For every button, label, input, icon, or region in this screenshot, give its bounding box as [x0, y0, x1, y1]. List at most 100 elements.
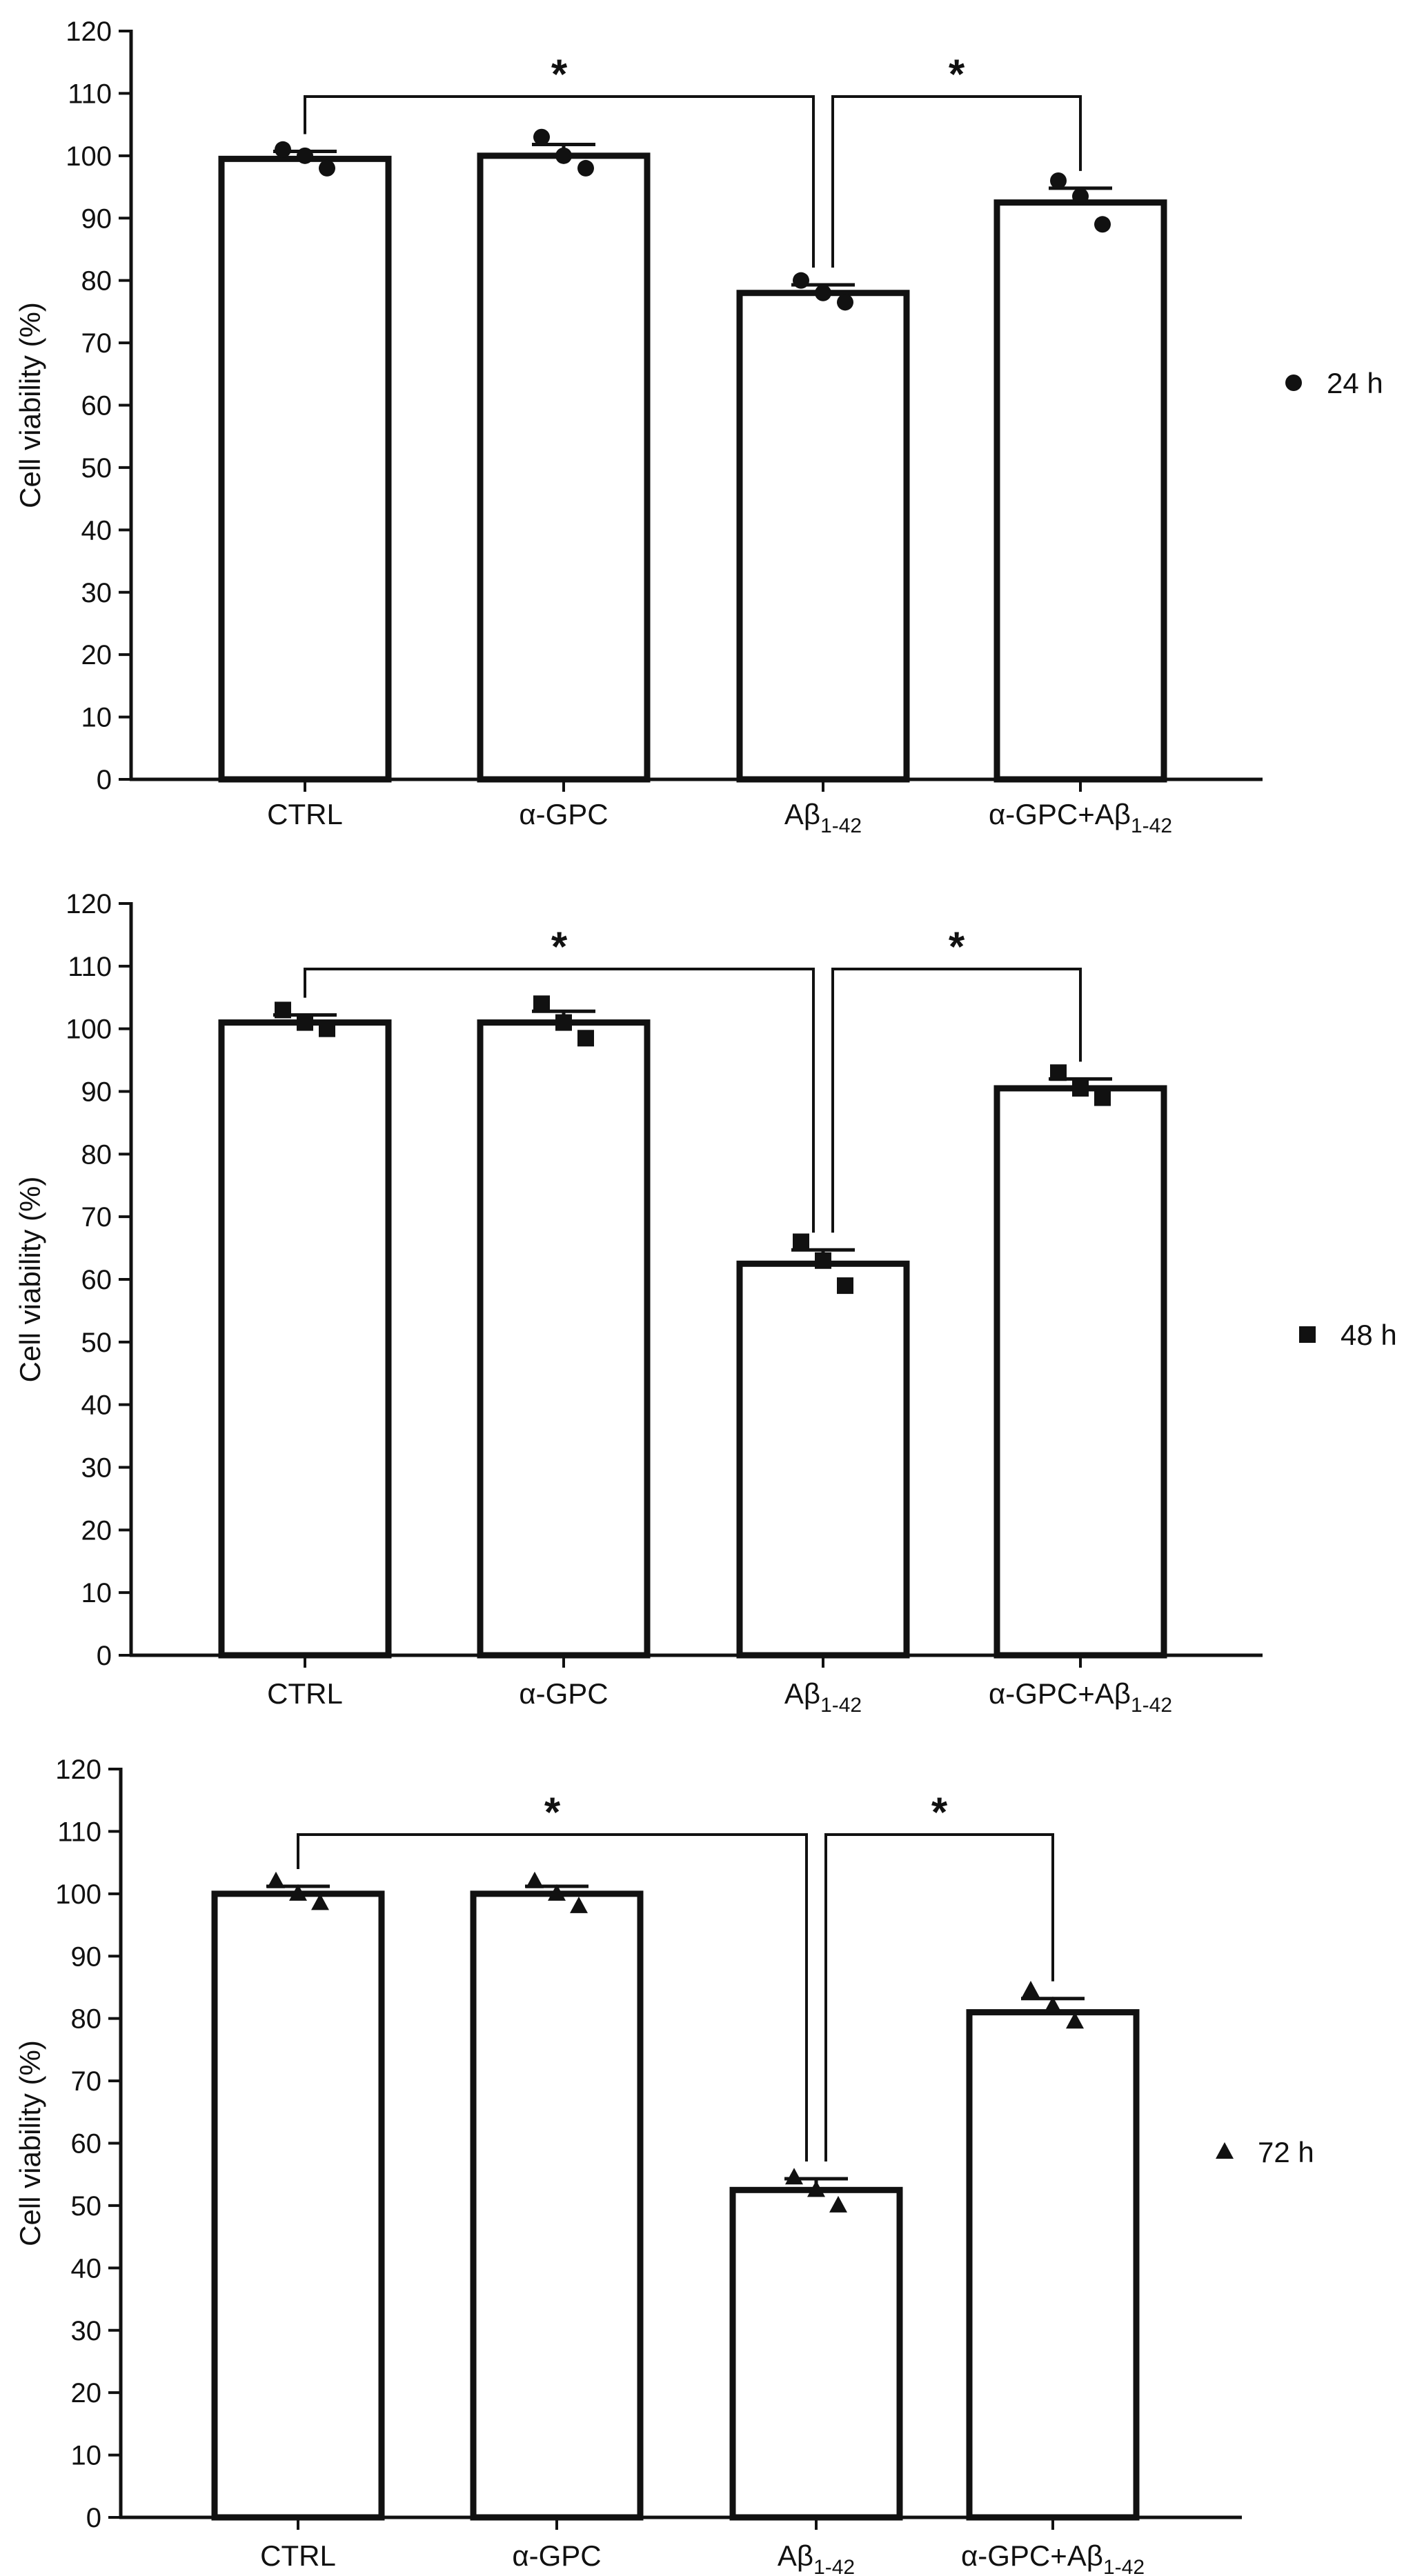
category-main-text: Aβ [784, 1677, 820, 1710]
bar [729, 2186, 903, 2521]
category-main-text: CTRL [267, 1677, 343, 1710]
data-point-triangle [1022, 1980, 1040, 1997]
data-point-triangle [548, 1884, 566, 1901]
x-category-label: CTRL [267, 798, 343, 830]
data-point-circle [275, 141, 291, 158]
significance-star: * [544, 1789, 561, 1835]
significance-star: * [551, 51, 568, 97]
y-tick-label: 70 [71, 2066, 102, 2097]
data-point-triangle [311, 1893, 329, 1910]
data-point-circle [837, 294, 853, 311]
data-point-circle [297, 147, 313, 164]
category-subscript-text: 1-42 [1131, 815, 1172, 837]
y-tick-label: 100 [66, 1015, 112, 1045]
y-tick-label: 10 [81, 1578, 112, 1608]
data-point-circle [1050, 172, 1067, 189]
y-tick-label: 60 [71, 2129, 102, 2159]
data-point-circle [577, 159, 594, 177]
y-tick-label: 40 [71, 2253, 102, 2284]
x-category-label: Aβ1-42 [784, 798, 862, 837]
data-point-triangle [289, 1884, 307, 1901]
data-point-triangle [829, 2195, 847, 2213]
y-tick-label: 30 [81, 578, 112, 608]
y-tick-label: 80 [71, 2004, 102, 2035]
data-point-triangle [570, 1896, 588, 1913]
data-point-circle [533, 128, 550, 146]
category-main-text: Aβ [778, 2539, 813, 2572]
x-category-label: Aβ1-42 [784, 1677, 862, 1714]
data-point-square [297, 1014, 313, 1031]
significance-star: * [931, 1789, 948, 1835]
y-axis-title: Cell viability (%) [14, 1177, 46, 1383]
y-tick-label: 0 [97, 1641, 112, 1671]
data-point-circle [319, 159, 335, 177]
data-point-triangle [526, 1871, 544, 1888]
data-point-square [319, 1020, 335, 1037]
y-tick-label: 10 [71, 2441, 102, 2471]
data-point-triangle [267, 1871, 285, 1888]
bar [470, 1890, 644, 2521]
category-main-text: α-GPC [519, 798, 608, 830]
y-tick-label: 50 [81, 453, 112, 483]
significance-bracket [297, 1833, 808, 2162]
y-tick-label: 50 [81, 1328, 112, 1358]
category-main-text: CTRL [260, 2539, 336, 2572]
y-tick-label: 100 [66, 141, 112, 172]
significance-star: * [949, 923, 965, 970]
significance-star: * [551, 923, 568, 970]
y-tick-label: 80 [81, 266, 112, 297]
data-point-triangle [1066, 2012, 1084, 2029]
y-tick-label: 60 [81, 391, 112, 421]
y-tick-label: 80 [81, 1139, 112, 1170]
y-axis-title: Cell viability (%) [14, 302, 46, 508]
x-category-label: Aβ1-42 [778, 2539, 855, 2576]
legend-marker-triangle [1216, 2142, 1234, 2159]
y-tick-label: 10 [81, 703, 112, 733]
x-category-label: CTRL [260, 2539, 336, 2572]
y-tick-label: 40 [81, 1390, 112, 1421]
chart-panel-24h: 0 10 20 30 40 50 60 70 80 90 100 110 120 Cell viabili… [14, 17, 1383, 837]
x-category-label: CTRL [267, 1677, 343, 1710]
x-category-label: α-GPC [512, 2539, 601, 2572]
y-tick-label: 60 [81, 1265, 112, 1295]
data-point-square [1050, 1064, 1067, 1081]
y-tick-label: 90 [71, 1941, 102, 1972]
category-subscript-text: 1-42 [820, 815, 862, 837]
y-tick-label: 0 [86, 2503, 101, 2533]
y-tick-label: 110 [68, 79, 112, 109]
significance-star: * [949, 51, 965, 97]
y-tick-label: 120 [55, 1755, 101, 1785]
bar [993, 199, 1167, 783]
data-point-triangle [785, 2168, 803, 2185]
y-tick-label: 110 [68, 952, 112, 982]
category-subscript-text: 1-42 [813, 2556, 855, 2576]
x-category-label: α-GPC [519, 798, 608, 830]
significance-bracket [824, 1833, 1054, 2162]
category-subscript-text: 1-42 [1103, 2556, 1145, 2576]
data-point-triangle [1044, 1996, 1062, 2013]
bar [477, 1019, 651, 1659]
y-tick-label: 20 [81, 640, 112, 670]
y-tick-label: 70 [81, 328, 112, 359]
bar [477, 152, 651, 783]
bar [993, 1085, 1167, 1659]
legend-marker-square [1299, 1326, 1316, 1343]
data-point-circle [555, 147, 572, 164]
data-point-square [275, 1001, 291, 1019]
category-main-text: Aβ [784, 798, 820, 830]
category-main-text: α-GPC [519, 1677, 608, 1710]
legend-marker-circle [1285, 375, 1302, 391]
y-tick-label: 120 [66, 889, 112, 919]
significance-bracket [304, 968, 815, 1233]
data-point-circle [1072, 188, 1089, 205]
chart-panel-48h: 0 10 20 30 40 50 60 70 80 90 100 110 120 Cell viabili… [14, 889, 1397, 1714]
category-main-text: α-GPC+Aβ [989, 798, 1131, 830]
category-main-text: CTRL [267, 798, 343, 830]
legend-label: 72 h [1258, 2136, 1314, 2168]
data-point-square [577, 1030, 594, 1047]
legend-label: 24 h [1327, 367, 1383, 399]
x-category-label: α-GPC+Aβ1-42 [961, 2539, 1145, 2576]
category-subscript-text: 1-42 [820, 1694, 862, 1714]
y-tick-label: 40 [81, 515, 112, 546]
